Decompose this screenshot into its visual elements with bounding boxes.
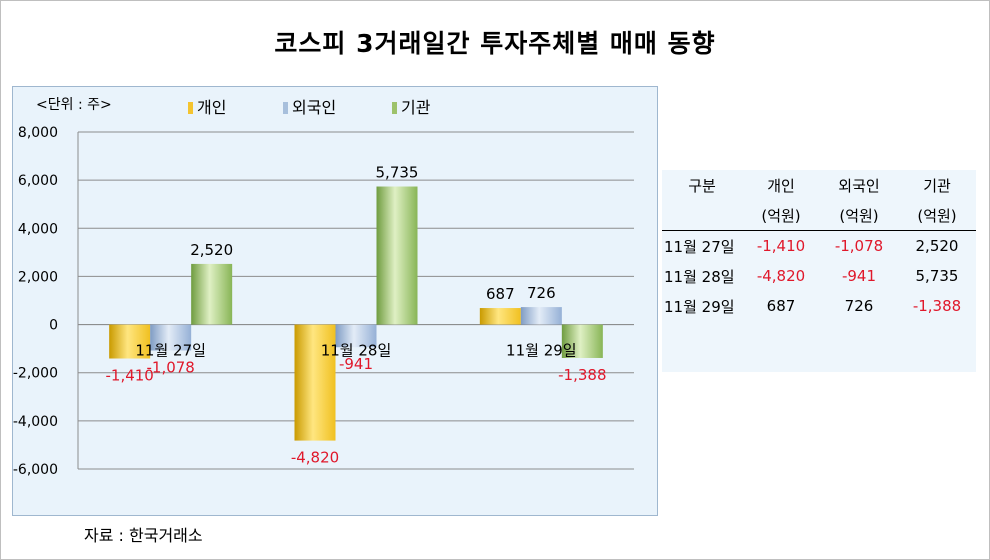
data-label: 687: [486, 285, 515, 303]
table-value-cell: -1,410: [756, 237, 806, 255]
bar-foreign: [335, 324, 377, 348]
data-label: 726: [527, 284, 556, 302]
data-label: -4,820: [291, 449, 339, 467]
table-value-cell: 2,520: [915, 237, 959, 255]
table-date-cell: 11월 27일: [664, 237, 735, 256]
legend-swatch-icon: [392, 102, 397, 114]
table-value-cell: -941: [841, 267, 877, 285]
table-header-row: 구분 개인 외국인 기관: [662, 170, 976, 200]
legend-swatch-icon: [188, 102, 193, 114]
table-date-cell: 11월 28일: [664, 267, 735, 286]
bar-individual: [109, 324, 151, 359]
legend-item-foreign: 외국인: [283, 94, 336, 118]
page-title: 코스피 3거래일간 투자주체별 매매 동향: [274, 29, 716, 58]
y-tick-label: 4,000: [18, 221, 58, 237]
table-body: 11월 27일 -1,410 -1,078 2,520 11월 28일 -4,820 -94…: [662, 231, 976, 322]
data-label: 5,735: [376, 164, 419, 182]
data-label: -1,078: [146, 359, 194, 377]
legend-swatch-icon: [283, 102, 288, 114]
table-header-cell: (억원): [820, 200, 898, 231]
legend-label: 기관: [401, 98, 431, 117]
data-label: -1,388: [558, 366, 606, 384]
x-category-label: 11월 27일: [135, 342, 206, 360]
y-tick-label: -6,000: [13, 462, 58, 478]
data-label: -1,410: [105, 367, 153, 385]
bar-individual: [479, 308, 521, 325]
x-category-label: 11월 29일: [506, 342, 577, 360]
table-row: 11월 29일 687 726 -1,388: [662, 291, 976, 321]
y-tick-label: 0: [49, 318, 58, 334]
y-tick-label: -2,000: [13, 366, 58, 382]
unit-label: <단위 : 주>: [36, 97, 112, 113]
legend-label: 외국인: [292, 98, 337, 117]
table-header-cell: 외국인: [838, 176, 880, 195]
table-value-cell: 726: [844, 297, 874, 315]
y-tick-label: 6,000: [18, 173, 58, 189]
table-header-cell: 구분: [688, 176, 716, 195]
table-value-cell: -1,388: [912, 297, 962, 315]
legend-item-individual: 개인: [188, 94, 226, 118]
y-tick-label: -4,000: [13, 414, 58, 430]
legend-item-institution: 기관: [392, 94, 430, 118]
x-category-label: 11월 28일: [321, 342, 392, 360]
table-header-cell: 기관: [923, 176, 951, 195]
bar-institution: [376, 186, 418, 325]
bar-institution: [191, 263, 233, 325]
bar-individual: [294, 324, 336, 441]
bar-institution: [561, 324, 603, 358]
table-header-cell: (억원): [742, 200, 820, 231]
bar-foreign: [520, 307, 562, 325]
summary-table-panel: 구분 개인 외국인 기관 (억원) (억원) (억원) 11월 27일 -1,41…: [662, 170, 976, 372]
table-header-cell: (억원): [898, 200, 976, 231]
table-value-cell: -4,820: [756, 267, 806, 285]
table-row: 11월 27일 -1,410 -1,078 2,520: [662, 231, 976, 262]
table-row: 11월 28일 -4,820 -941 5,735: [662, 261, 976, 291]
bar-foreign: [150, 324, 192, 351]
y-tick-label: 2,000: [18, 269, 58, 285]
plot-area: [12, 86, 658, 516]
table-header-cell: [662, 200, 742, 231]
table-header-cell: 개인: [767, 176, 795, 195]
data-label: 2,520: [190, 241, 233, 259]
summary-table: 구분 개인 외국인 기관 (억원) (억원) (억원) 11월 27일 -1,41…: [662, 170, 976, 321]
table-value-cell: 5,735: [915, 267, 959, 285]
legend-label: 개인: [197, 98, 227, 117]
source-label: 자료 : 한국거래소: [84, 526, 203, 545]
table-header-row: (억원) (억원) (억원): [662, 200, 976, 231]
y-tick-label: 8,000: [18, 125, 58, 141]
data-label: -941: [339, 355, 373, 373]
table-date-cell: 11월 29일: [664, 297, 735, 316]
table-value-cell: -1,078: [834, 237, 884, 255]
table-value-cell: 687: [766, 297, 796, 315]
